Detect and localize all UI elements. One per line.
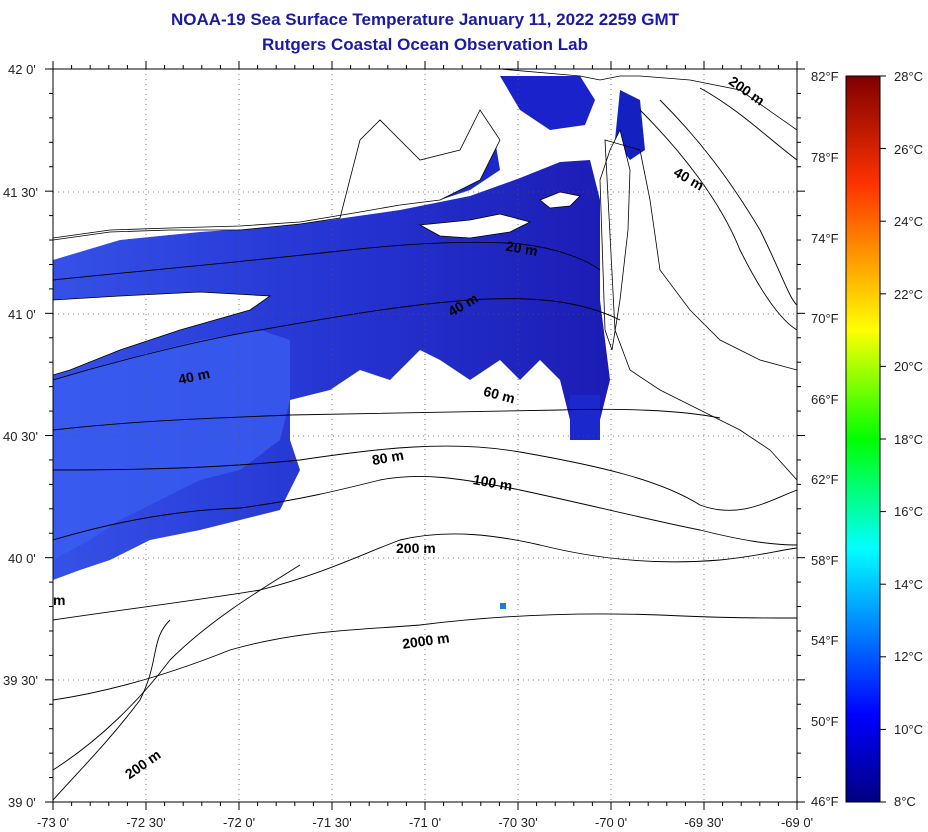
graticule <box>53 69 797 802</box>
map-subtitle: Rutgers Coastal Ocean Observation Lab <box>262 35 588 54</box>
celsius-label: 18°C <box>894 432 923 447</box>
lon-label: -71 30' <box>312 815 351 830</box>
fahrenheit-label: 78°F <box>811 150 839 165</box>
map-title: NOAA-19 Sea Surface Temperature January … <box>170 10 680 29</box>
isobath-label-40m-west: 40 m <box>177 365 212 387</box>
celsius-label: 26°C <box>894 142 923 157</box>
lon-label: -72 0' <box>223 815 255 830</box>
lon-label: -71 0' <box>409 815 441 830</box>
land-layer <box>53 69 797 481</box>
lat-label: 39 30' <box>3 673 38 688</box>
temperature-colorbar: 28°C 26°C 24°C 22°C 20°C 18°C 16°C 14°C … <box>845 69 923 809</box>
fahrenheit-label: 82°F <box>811 69 839 84</box>
celsius-labels: 28°C 26°C 24°C 22°C 20°C 18°C 16°C 14°C … <box>894 69 923 809</box>
lat-label: 40 0' <box>8 551 36 566</box>
isobath-label-100m: 100 m <box>472 471 514 494</box>
isobath-label-80m: 80 m <box>371 447 405 468</box>
fahrenheit-label: 50°F <box>811 714 839 729</box>
lon-label: -70 30' <box>498 815 537 830</box>
fahrenheit-label: 58°F <box>811 553 839 568</box>
celsius-label: 24°C <box>894 214 923 229</box>
lon-label: -72 30' <box>126 815 165 830</box>
celsius-label: 22°C <box>894 287 923 302</box>
colorbar-gradient <box>845 75 881 803</box>
fahrenheit-label: 66°F <box>811 392 839 407</box>
fahrenheit-labels: 82°F 78°F 74°F 70°F 66°F 62°F 58°F 54°F … <box>811 69 839 809</box>
longitude-labels: -73 0' -72 30' -72 0' -71 30' -71 0' -70… <box>37 815 813 830</box>
celsius-label: 28°C <box>894 69 923 84</box>
fahrenheit-label: 62°F <box>811 472 839 487</box>
lat-label: 42 0' <box>8 62 36 77</box>
isobath-label-edge: m <box>53 592 65 608</box>
tick-marks <box>45 61 805 810</box>
celsius-label: 10°C <box>894 722 923 737</box>
celsius-label: 20°C <box>894 359 923 374</box>
isobath-lines <box>53 87 797 801</box>
lon-label: -69 0' <box>781 815 813 830</box>
lon-label: -73 0' <box>37 815 69 830</box>
isobath-label-20m: 20 m <box>505 238 539 259</box>
isobath-label-200m-shelf: 200 m <box>396 540 436 556</box>
lat-label: 40 30' <box>3 429 38 444</box>
lat-label: 39 0' <box>8 795 36 810</box>
celsius-label: 12°C <box>894 649 923 664</box>
isobath-label-60m: 60 m <box>482 383 517 407</box>
celsius-label: 16°C <box>894 504 923 519</box>
fahrenheit-label: 70°F <box>811 311 839 326</box>
celsius-label: 8°C <box>894 794 916 809</box>
fahrenheit-label: 46°F <box>811 794 839 809</box>
celsius-label: 14°C <box>894 577 923 592</box>
lat-label: 41 30' <box>3 185 38 200</box>
lat-label: 41 0' <box>8 307 36 322</box>
latitude-labels: 42 0' 41 30' 41 0' 40 30' 40 0' 39 30' 3… <box>3 62 38 810</box>
fahrenheit-label: 74°F <box>811 231 839 246</box>
fahrenheit-label: 54°F <box>811 633 839 648</box>
isobath-label-2000m: 2000 m <box>401 629 450 651</box>
lon-label: -69 30' <box>684 815 723 830</box>
lon-label: -70 0' <box>595 815 627 830</box>
